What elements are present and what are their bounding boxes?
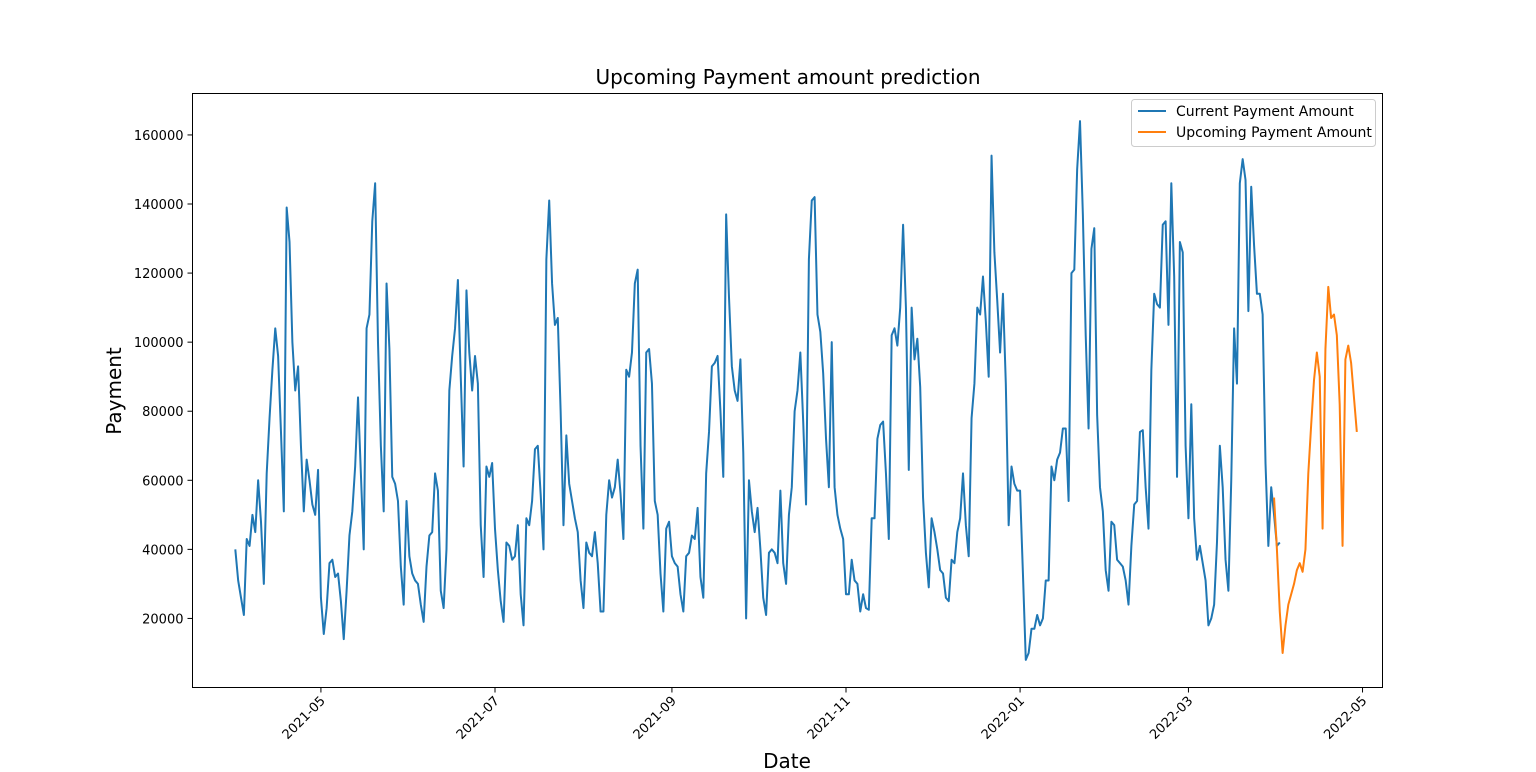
y-axis: 20000 40000 60000 80000 100000 120000 140000 16… [134, 129, 193, 627]
y-tick-label: 60000 [142, 474, 183, 489]
legend-label-upcoming: Upcoming Payment Amount [1176, 125, 1372, 141]
legend: Current Payment Amount Upcoming Payment … [1131, 99, 1376, 147]
legend-label-current: Current Payment Amount [1176, 104, 1354, 120]
series-line-upcoming [1273, 285, 1358, 654]
y-axis-title: Payment [102, 347, 126, 435]
series-layer [234, 120, 1358, 661]
y-tick-label: 80000 [142, 405, 183, 420]
y-tick-label: 20000 [142, 612, 183, 627]
plot-background [192, 93, 1383, 688]
y-tick-label: 40000 [142, 543, 183, 558]
series-line-current [234, 120, 1281, 661]
legend-box [1131, 99, 1376, 147]
y-tick-label: 160000 [134, 129, 184, 144]
x-axis-title: Date [763, 749, 811, 772]
y-tick-label: 100000 [134, 336, 184, 351]
chart-title: Upcoming Payment amount prediction [595, 65, 980, 89]
y-tick-label: 140000 [134, 198, 184, 213]
y-tick-label: 120000 [134, 267, 184, 282]
plot-frame [192, 93, 1383, 688]
plot-area [192, 93, 1383, 688]
